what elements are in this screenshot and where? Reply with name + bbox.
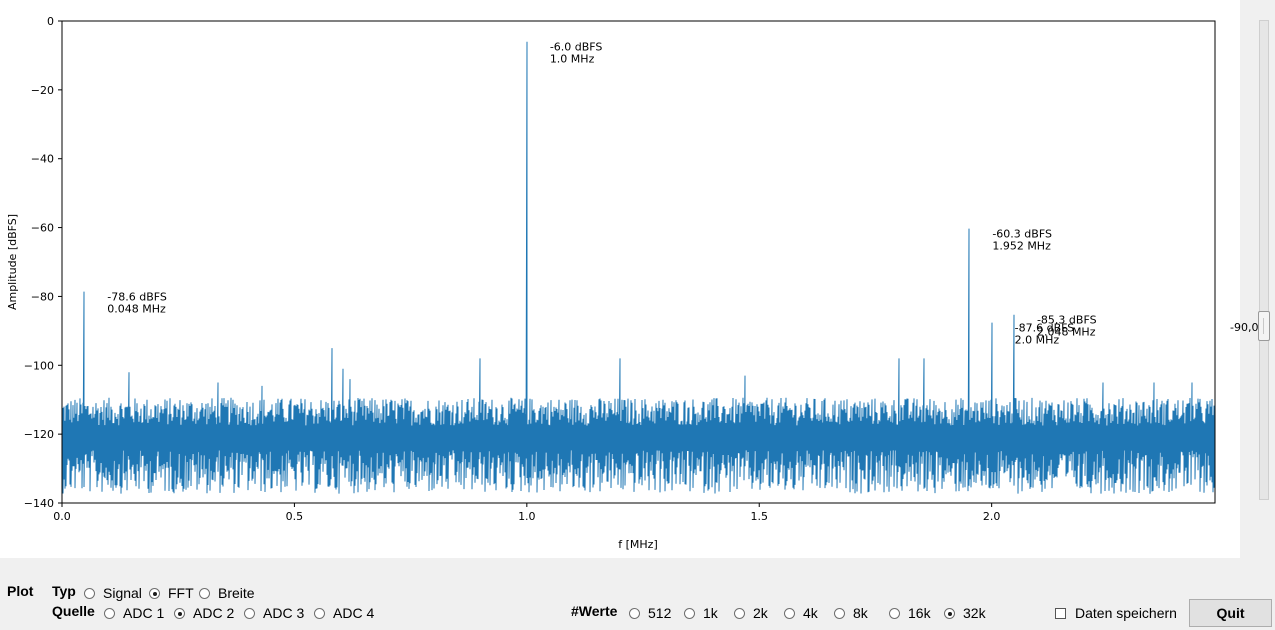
radio-typ-signal[interactable]: Signal <box>84 585 142 601</box>
spectrum-line <box>61 21 1216 494</box>
radio-werte-1k-label: 1k <box>703 605 718 621</box>
radio-typ-breite[interactable]: Breite <box>199 585 255 601</box>
radio-circle-icon <box>104 608 115 619</box>
radio-quelle-adc2[interactable]: ADC 2 <box>174 605 234 621</box>
x-tick-label: 1.0 <box>518 510 536 523</box>
radio-quelle-adc2-label: ADC 2 <box>193 605 235 621</box>
checkbox-icon <box>1055 608 1066 619</box>
quit-button[interactable]: Quit <box>1189 599 1272 627</box>
radio-quelle-adc4-label: ADC 4 <box>333 605 375 621</box>
radio-werte-512-label: 512 <box>648 605 672 621</box>
radio-circle-icon <box>199 588 210 599</box>
plot-label: Plot <box>7 583 34 599</box>
peak-annotation-level: -6.0 dBFS <box>550 41 603 54</box>
radio-circle-icon <box>944 608 955 619</box>
x-tick-label: 1.5 <box>750 510 768 523</box>
radio-circle-icon <box>784 608 795 619</box>
x-axis-label: f [MHz] <box>618 538 658 551</box>
threshold-scale-handle[interactable] <box>1258 311 1270 341</box>
radio-circle-icon <box>314 608 325 619</box>
radio-typ-fft[interactable]: FFT <box>149 585 194 601</box>
radio-circle-icon <box>244 608 255 619</box>
radio-werte-16k-label: 16k <box>908 605 931 621</box>
y-tick-label: −100 <box>24 359 54 372</box>
radio-circle-icon <box>84 588 95 599</box>
peak-annotation-level: -85.3 dBFS <box>1037 314 1097 327</box>
fft-chart: 0.0 0.5 1.0 1.5 2.0 0 −20 −40 −60 −80 −100 −120 −140… <box>6 15 1216 551</box>
peak-annotation-frequency: 2.048 MHz <box>1037 326 1096 339</box>
radio-circle-icon <box>889 608 900 619</box>
y-tick-label: −120 <box>24 428 54 441</box>
radio-quelle-adc3-label: ADC 3 <box>263 605 305 621</box>
radio-typ-breite-label: Breite <box>218 585 255 601</box>
y-axis-label: Amplitude [dBFS] <box>6 214 19 310</box>
radio-quelle-adc1-label: ADC 1 <box>123 605 165 621</box>
y-tick-label: 0 <box>47 15 54 28</box>
radio-werte-8k-label: 8k <box>853 605 868 621</box>
radio-werte-8k[interactable]: 8k <box>834 605 868 621</box>
radio-werte-16k[interactable]: 16k <box>889 605 931 621</box>
peak-annotation-level: -60.3 dBFS <box>992 228 1052 241</box>
radio-quelle-adc1[interactable]: ADC 1 <box>104 605 164 621</box>
peak-annotation-frequency: 2.0 MHz <box>1015 334 1060 347</box>
spectrum-series-group <box>61 21 1216 494</box>
radio-werte-4k-label: 4k <box>803 605 818 621</box>
radio-circle-icon <box>629 608 640 619</box>
y-tick-label: −140 <box>24 497 54 510</box>
peak-annotation-level: -87.6 dBFS <box>1015 322 1075 335</box>
radio-werte-4k[interactable]: 4k <box>784 605 818 621</box>
peak-annotation-frequency: 0.048 MHz <box>107 303 166 316</box>
radio-werte-2k[interactable]: 2k <box>734 605 768 621</box>
threshold-value-label: -90,0 <box>1230 321 1259 334</box>
y-tick-label: −60 <box>31 222 54 235</box>
radio-typ-signal-label: Signal <box>103 585 142 601</box>
threshold-scale-trough[interactable] <box>1259 20 1269 500</box>
radio-werte-32k-label: 32k <box>963 605 986 621</box>
radio-werte-512[interactable]: 512 <box>629 605 671 621</box>
peak-annotation-level: -78.6 dBFS <box>107 291 167 304</box>
radio-circle-icon <box>734 608 745 619</box>
save-data-checkbox[interactable]: Daten speichern <box>1055 605 1177 621</box>
y-tick-label: −40 <box>31 153 54 166</box>
typ-label: Typ <box>52 583 76 599</box>
threshold-scale-panel <box>1240 0 1275 558</box>
peak-annotation-frequency: 1.0 MHz <box>550 53 595 66</box>
radio-werte-32k[interactable]: 32k <box>944 605 986 621</box>
werte-label: #Werte <box>571 603 618 619</box>
radio-circle-icon <box>149 588 160 599</box>
plot-frame <box>61 20 1216 504</box>
plot-area: 0.0 0.5 1.0 1.5 2.0 0 −20 −40 −60 −80 −100 −120 −140… <box>0 0 1240 558</box>
radio-quelle-adc4[interactable]: ADC 4 <box>314 605 374 621</box>
save-data-label: Daten speichern <box>1075 605 1177 621</box>
y-tick-label: −80 <box>31 290 54 303</box>
radio-typ-fft-label: FFT <box>168 585 194 601</box>
quelle-label: Quelle <box>52 603 95 619</box>
axis-ticks-group: 0.0 0.5 1.0 1.5 2.0 0 −20 −40 −60 −80 −100 −120 −140 <box>24 15 1001 523</box>
radio-werte-1k[interactable]: 1k <box>684 605 718 621</box>
radio-quelle-adc3[interactable]: ADC 3 <box>244 605 304 621</box>
radio-circle-icon <box>684 608 695 619</box>
y-tick-label: −20 <box>31 84 54 97</box>
radio-circle-icon <box>834 608 845 619</box>
peak-annotation-frequency: 1.952 MHz <box>992 240 1051 253</box>
radio-circle-icon <box>174 608 185 619</box>
radio-werte-2k-label: 2k <box>753 605 768 621</box>
x-tick-label: 2.0 <box>983 510 1001 523</box>
x-tick-label: 0.5 <box>286 510 304 523</box>
x-tick-label: 0.0 <box>53 510 71 523</box>
